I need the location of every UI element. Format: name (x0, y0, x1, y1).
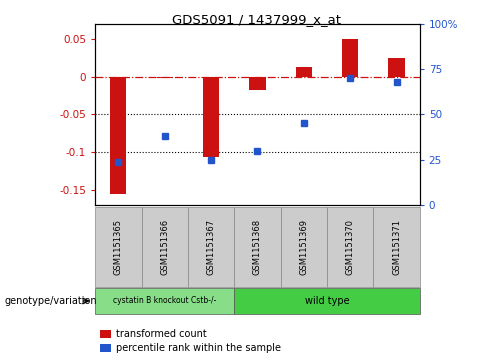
Text: GSM1151368: GSM1151368 (253, 219, 262, 275)
Bar (95, 207, 142, 287)
Bar (188, 207, 234, 287)
Text: GSM1151371: GSM1151371 (392, 219, 401, 275)
Bar (203, 77, 219, 158)
Bar (249, 77, 265, 90)
Text: percentile rank within the sample: percentile rank within the sample (116, 343, 281, 353)
Bar (142, 207, 188, 287)
Bar (157, 77, 173, 78)
Bar (342, 39, 358, 77)
Bar (327, 207, 373, 287)
Text: GSM1151367: GSM1151367 (206, 219, 216, 275)
Text: GSM1151370: GSM1151370 (346, 219, 355, 275)
Bar (388, 58, 405, 77)
Text: GSM1151366: GSM1151366 (160, 219, 169, 275)
Bar (296, 67, 312, 77)
Bar (234, 207, 281, 287)
Text: GSM1151369: GSM1151369 (299, 219, 308, 275)
Bar (95, 288, 234, 314)
Text: wild type: wild type (305, 296, 349, 306)
Bar (373, 207, 420, 287)
Bar (234, 288, 420, 314)
Text: genotype/variation: genotype/variation (5, 296, 98, 306)
Bar (281, 207, 327, 287)
Text: GDS5091 / 1437999_x_at: GDS5091 / 1437999_x_at (172, 13, 341, 26)
Text: transformed count: transformed count (116, 329, 206, 339)
Bar (110, 77, 126, 194)
Text: GSM1151365: GSM1151365 (114, 219, 123, 275)
Bar (100, 344, 111, 352)
Text: cystatin B knockout Cstb-/-: cystatin B knockout Cstb-/- (113, 297, 216, 305)
Bar (100, 330, 111, 338)
